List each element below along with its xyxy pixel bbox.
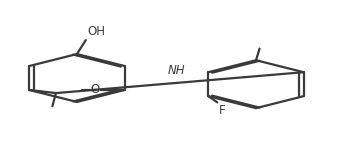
- Text: F: F: [219, 104, 226, 117]
- Text: OH: OH: [88, 25, 106, 38]
- Text: O: O: [90, 83, 100, 96]
- Text: NH: NH: [167, 64, 185, 77]
